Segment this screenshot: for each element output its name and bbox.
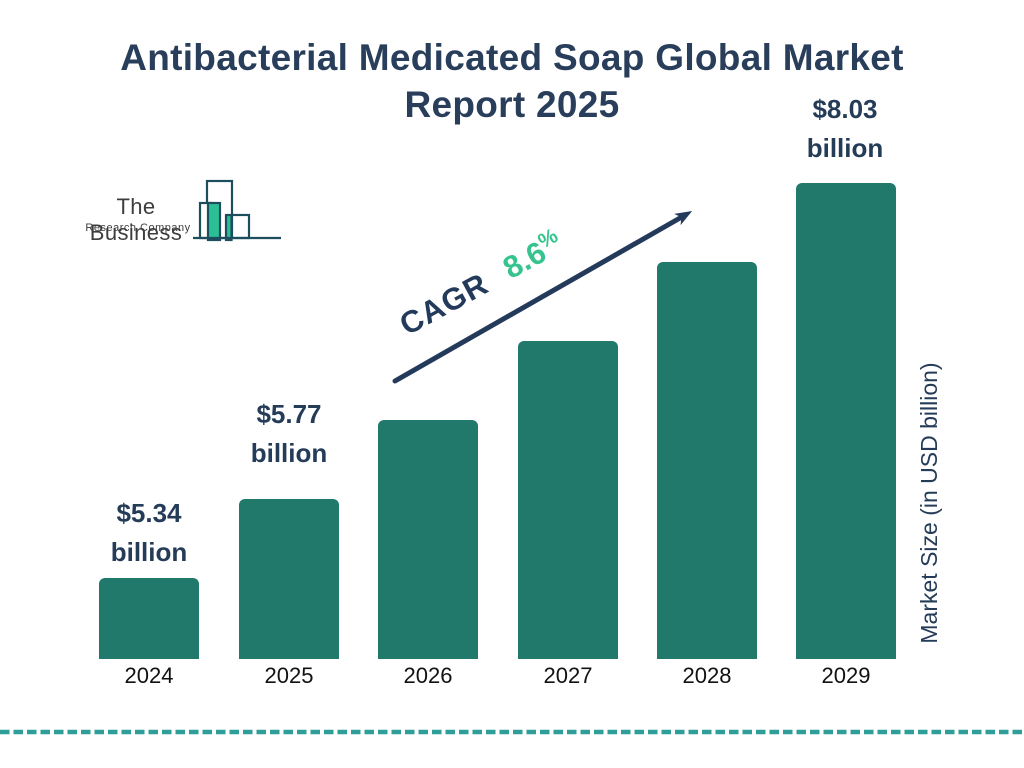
x-label-2029: 2029 xyxy=(821,663,871,688)
bottom-dashed-divider xyxy=(0,729,1024,735)
y-axis-label: Market Size (in USD billion) xyxy=(916,362,942,644)
value-amount: $5.77 xyxy=(256,399,322,429)
x-label-2028: 2028 xyxy=(682,663,732,688)
brand-name: The Business xyxy=(89,194,183,245)
value-label-2024: $5.34 billion xyxy=(69,494,229,572)
value-unit: billion xyxy=(110,537,188,567)
bar-2028 xyxy=(657,262,757,659)
page-title: Antibacterial Medicated Soap Global Mark… xyxy=(120,37,904,125)
bar-2024 xyxy=(99,578,199,659)
brand-subtitle: Research Company xyxy=(85,222,191,234)
value-label-2025: $5.77 billion xyxy=(209,395,369,473)
bar-2025 xyxy=(239,499,339,659)
x-label-2027: 2027 xyxy=(543,663,593,688)
x-label-2026: 2026 xyxy=(403,663,453,688)
x-label-2025: 2025 xyxy=(264,663,314,688)
bar-2029 xyxy=(796,183,896,659)
value-amount: $5.34 xyxy=(116,498,182,528)
value-amount: $8.03 xyxy=(812,94,878,124)
bar-2026 xyxy=(378,420,478,659)
bar-chart-logo-icon xyxy=(193,179,281,242)
brand-logo: The Business Research Company xyxy=(75,179,285,254)
value-label-2029: $8.03 billion xyxy=(765,90,925,168)
value-unit: billion xyxy=(806,133,884,163)
growth-arrow-icon xyxy=(392,211,693,384)
value-unit: billion xyxy=(250,438,328,468)
bar-2027 xyxy=(518,341,618,659)
x-label-2024: 2024 xyxy=(124,663,174,688)
